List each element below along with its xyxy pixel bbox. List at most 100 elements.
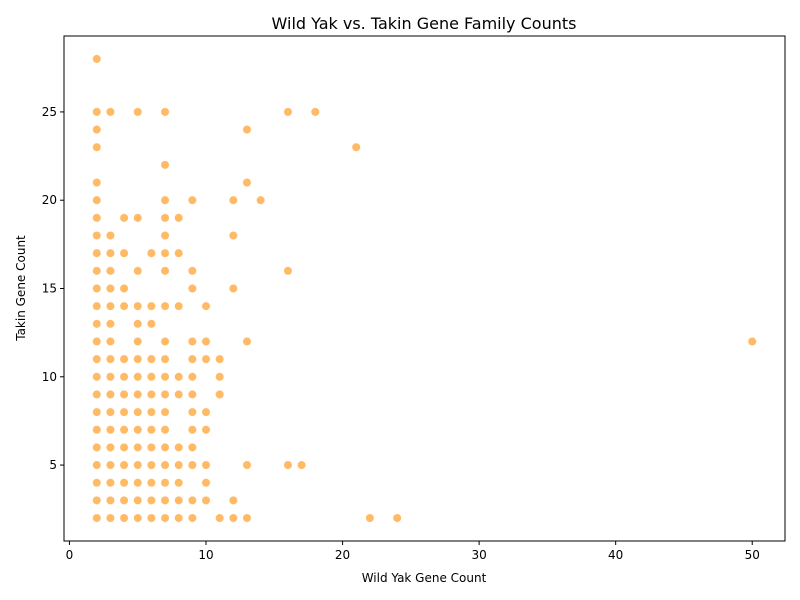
data-point [105, 389, 115, 399]
data-point [187, 407, 197, 417]
data-point [174, 478, 184, 488]
data-point [119, 372, 129, 382]
data-point [105, 495, 115, 505]
data-point [119, 389, 129, 399]
data-point [119, 460, 129, 470]
data-point [105, 513, 115, 523]
data-point [92, 266, 102, 276]
x-axis: 0 10 20 30 40 50 [66, 541, 760, 562]
data-point [242, 336, 252, 346]
data-point [133, 478, 143, 488]
data-point [215, 354, 225, 364]
data-point [105, 478, 115, 488]
data-point [215, 513, 225, 523]
y-axis-label: Takin Gene Count [14, 235, 28, 342]
y-tick-label: 15 [42, 282, 57, 296]
data-point [160, 442, 170, 452]
data-point [187, 266, 197, 276]
data-point [92, 372, 102, 382]
data-point [174, 248, 184, 258]
data-point [105, 248, 115, 258]
data-point [92, 389, 102, 399]
data-point [92, 248, 102, 258]
data-point [92, 195, 102, 205]
data-point [92, 142, 102, 152]
data-point [228, 231, 238, 241]
data-point [228, 513, 238, 523]
data-point [92, 125, 102, 135]
data-point [146, 478, 156, 488]
data-point [119, 407, 129, 417]
x-tick-label: 0 [66, 548, 74, 562]
data-point [187, 336, 197, 346]
data-point [119, 213, 129, 223]
data-point [174, 460, 184, 470]
data-point [92, 301, 102, 311]
data-point [146, 495, 156, 505]
data-point [187, 354, 197, 364]
data-point [105, 354, 115, 364]
data-point [201, 354, 211, 364]
data-point [119, 354, 129, 364]
data-point [146, 319, 156, 329]
data-point [146, 460, 156, 470]
data-point [160, 195, 170, 205]
data-point [146, 513, 156, 523]
data-point [174, 442, 184, 452]
data-point [133, 442, 143, 452]
data-point [105, 372, 115, 382]
data-point [351, 142, 361, 152]
y-axis: 5 10 15 20 25 [42, 105, 64, 472]
data-point [201, 407, 211, 417]
data-point [105, 283, 115, 293]
plot-frame [63, 35, 786, 542]
data-point [92, 478, 102, 488]
y-tick-label: 20 [42, 193, 57, 207]
data-point [174, 301, 184, 311]
data-point [392, 513, 402, 523]
data-point [119, 513, 129, 523]
data-point [105, 425, 115, 435]
chart-title: Wild Yak vs. Takin Gene Family Counts [272, 14, 577, 33]
data-point [92, 425, 102, 435]
data-point [133, 425, 143, 435]
data-point [146, 354, 156, 364]
x-tick-label: 10 [198, 548, 213, 562]
data-point [283, 460, 293, 470]
data-point [92, 460, 102, 470]
data-point [174, 213, 184, 223]
data-point [119, 425, 129, 435]
y-tick-label: 25 [42, 105, 57, 119]
data-point [146, 407, 156, 417]
data-point [160, 389, 170, 399]
data-point [160, 495, 170, 505]
data-point [228, 195, 238, 205]
x-tick-label: 40 [608, 548, 623, 562]
data-point [133, 407, 143, 417]
data-point [283, 107, 293, 117]
data-point [105, 301, 115, 311]
data-point [201, 478, 211, 488]
data-point [160, 372, 170, 382]
data-point [105, 107, 115, 117]
data-point [242, 513, 252, 523]
data-point [160, 336, 170, 346]
data-point [160, 266, 170, 276]
data-point [92, 354, 102, 364]
data-point [160, 513, 170, 523]
data-point [201, 460, 211, 470]
data-point [187, 460, 197, 470]
data-point [160, 460, 170, 470]
data-point [146, 425, 156, 435]
data-point [119, 495, 129, 505]
data-point [283, 266, 293, 276]
data-point [105, 319, 115, 329]
data-point [160, 425, 170, 435]
data-point [92, 407, 102, 417]
data-point [133, 389, 143, 399]
data-point [187, 495, 197, 505]
data-point [146, 389, 156, 399]
data-point [92, 54, 102, 64]
data-point [187, 513, 197, 523]
data-point [105, 231, 115, 241]
